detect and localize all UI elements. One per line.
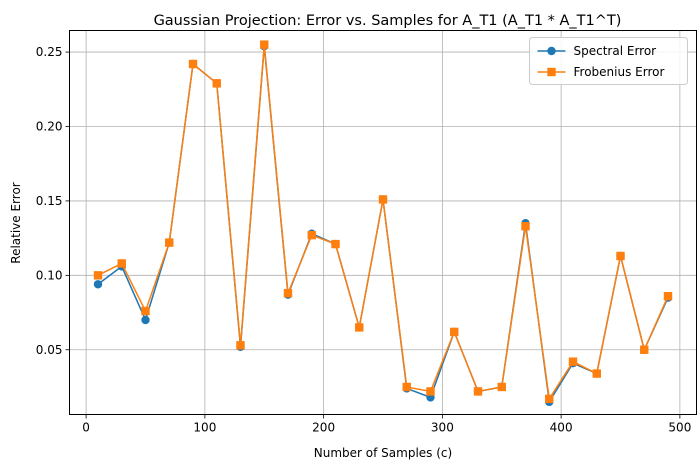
data-point <box>355 323 364 332</box>
data-point <box>307 230 316 240</box>
data-point <box>93 271 103 280</box>
x-tick-label: 400 <box>550 421 573 435</box>
series-line <box>97 45 669 403</box>
y-tick-label: 0.15 <box>36 194 63 208</box>
data-point <box>117 259 126 268</box>
data-point <box>568 357 578 366</box>
legend-label: Spectral Error <box>574 44 657 58</box>
y-tick-label: 0.20 <box>36 120 63 134</box>
x-axis-title: Number of Samples (c) <box>314 446 452 460</box>
data-point <box>545 394 554 404</box>
data-point <box>473 387 483 396</box>
data-point <box>212 79 221 88</box>
data-point <box>521 222 530 231</box>
legend-label: Frobenius Error <box>574 65 665 79</box>
x-tick-label: 0 <box>82 421 90 435</box>
data-point <box>592 369 601 378</box>
data-point <box>402 382 411 392</box>
plot-frame <box>69 30 697 415</box>
data-point <box>188 59 198 69</box>
x-tick-label: 500 <box>668 421 691 435</box>
x-tick-label: 100 <box>193 421 216 435</box>
data-point <box>260 40 269 49</box>
y-tick-label: 0.10 <box>36 268 63 282</box>
data-point <box>497 382 506 392</box>
data-point <box>616 251 625 261</box>
square-marker-icon <box>547 67 556 77</box>
data-point <box>450 327 459 337</box>
data-point <box>378 195 388 204</box>
series-layer <box>93 40 673 407</box>
data-point <box>93 280 103 289</box>
y-axis-title: Relative Error <box>9 182 23 264</box>
chart-title: Gaussian Projection: Error vs. Samples f… <box>154 13 622 29</box>
data-point <box>141 315 150 325</box>
series-spectral-error <box>93 41 673 407</box>
y-tick-label: 0.25 <box>36 45 63 59</box>
x-tick-label: 300 <box>431 421 454 435</box>
legend-item: Frobenius Error <box>537 65 665 79</box>
legend-box <box>529 37 688 85</box>
grid <box>69 30 697 415</box>
data-point <box>331 239 340 249</box>
ticks: 0 100 200 300 400 500 0.05 0.10 0.15 0.20 0.25 <box>36 45 692 434</box>
data-point <box>236 341 245 350</box>
series-frobenius-error <box>93 40 673 404</box>
y-tick-label: 0.05 <box>36 343 63 357</box>
legend-item: Spectral Error <box>537 44 657 58</box>
legend: Spectral Error Frobenius Error <box>529 37 688 85</box>
circle-marker-icon <box>547 46 556 56</box>
data-point <box>426 387 435 396</box>
series-line <box>97 43 669 400</box>
data-point <box>663 291 673 301</box>
data-point <box>141 306 150 316</box>
data-point <box>283 288 293 298</box>
data-point <box>165 238 174 247</box>
x-tick-label: 200 <box>312 421 335 435</box>
data-point <box>640 345 649 354</box>
